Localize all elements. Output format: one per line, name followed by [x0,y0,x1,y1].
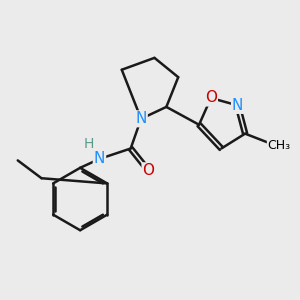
Text: H: H [84,137,94,151]
Text: CH₃: CH₃ [268,139,291,152]
Text: N: N [94,152,105,166]
Text: O: O [205,91,217,106]
Text: N: N [135,111,147,126]
Text: N: N [232,98,243,113]
Text: O: O [142,163,154,178]
